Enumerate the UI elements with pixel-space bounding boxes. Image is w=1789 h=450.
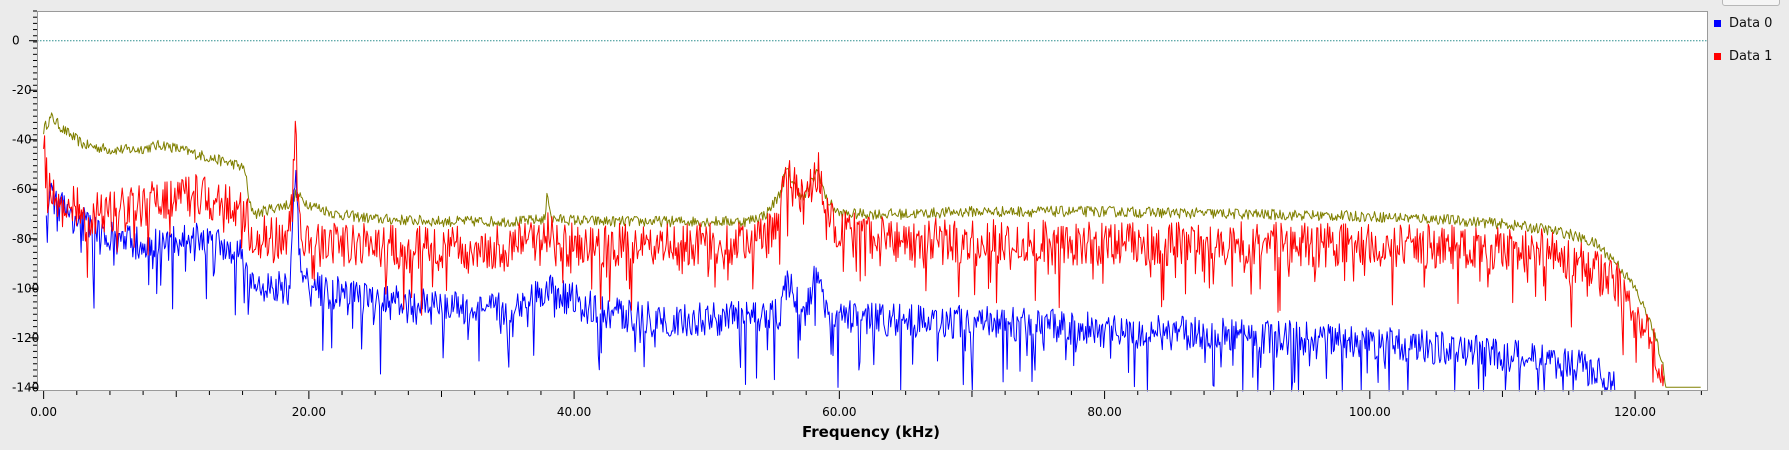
corner-button[interactable] [1722,0,1780,6]
legend-swatch-data-1 [1714,52,1721,60]
series-line-envelope [43,112,1701,388]
x-tick-label: 0.00 [30,405,57,419]
x-tick-label: 120.00 [1614,405,1656,419]
y-tick-label: -140 [12,380,39,394]
legend-label-data-0: Data 0 [1729,15,1773,31]
legend: Data 0 Data 1 [1714,12,1772,78]
x-tick-label: 100.00 [1349,405,1391,419]
x-tick-label: 40.00 [557,405,591,419]
legend-item-data-0[interactable]: Data 0 [1714,12,1772,34]
y-tick-label: 0 [12,34,20,48]
x-tick-label: 20.00 [292,405,326,419]
series-line-data-0 [45,169,1616,392]
legend-label-data-1: Data 1 [1729,48,1773,64]
y-tick-label: -100 [12,281,39,295]
y-tick-label: -20 [12,83,32,97]
y-tick-label: -80 [12,232,32,246]
y-tick-label: -120 [12,331,39,345]
legend-item-data-1[interactable]: Data 1 [1714,45,1772,67]
y-tick-label: -40 [12,133,32,147]
series-line-data-1 [43,120,1665,387]
x-tick-label: 60.00 [822,405,856,419]
y-tick-label: -60 [12,182,32,196]
x-tick-label: 80.00 [1087,405,1121,419]
legend-swatch-data-0 [1714,19,1721,27]
plot-frame [37,11,1708,391]
x-axis-title: Frequency (kHz) [802,423,940,441]
